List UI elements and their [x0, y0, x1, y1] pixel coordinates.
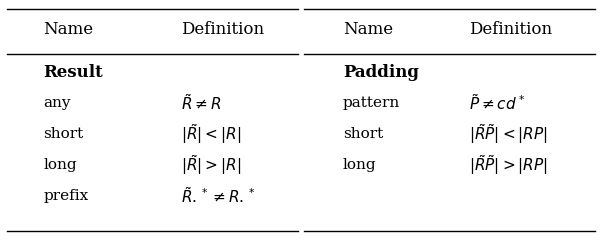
Text: prefix: prefix [43, 189, 88, 203]
Text: $\tilde{R}.^* \neq R.^*$: $\tilde{R}.^* \neq R.^*$ [181, 186, 256, 206]
Text: Padding: Padding [343, 64, 419, 81]
Text: $|\tilde{R}\tilde{P}| > |RP|$: $|\tilde{R}\tilde{P}| > |RP|$ [469, 153, 548, 177]
Text: Definition: Definition [181, 21, 264, 38]
Text: Definition: Definition [469, 21, 552, 38]
Text: $|\tilde{R}| < |R|$: $|\tilde{R}| < |R|$ [181, 122, 241, 146]
Text: $\tilde{P} \neq cd^*$: $\tilde{P} \neq cd^*$ [469, 93, 525, 113]
Text: Name: Name [43, 21, 93, 38]
Text: $\tilde{R} \neq R$: $\tilde{R} \neq R$ [181, 93, 222, 113]
Text: $|\tilde{R}| > |R|$: $|\tilde{R}| > |R|$ [181, 153, 241, 177]
Text: Result: Result [43, 64, 103, 81]
Text: Name: Name [343, 21, 393, 38]
Text: short: short [43, 127, 84, 141]
Text: pattern: pattern [343, 96, 400, 110]
Text: short: short [343, 127, 383, 141]
Text: any: any [43, 96, 71, 110]
Text: $|\tilde{R}\tilde{P}| < |RP|$: $|\tilde{R}\tilde{P}| < |RP|$ [469, 122, 548, 146]
Text: long: long [43, 158, 77, 172]
Text: long: long [343, 158, 377, 172]
